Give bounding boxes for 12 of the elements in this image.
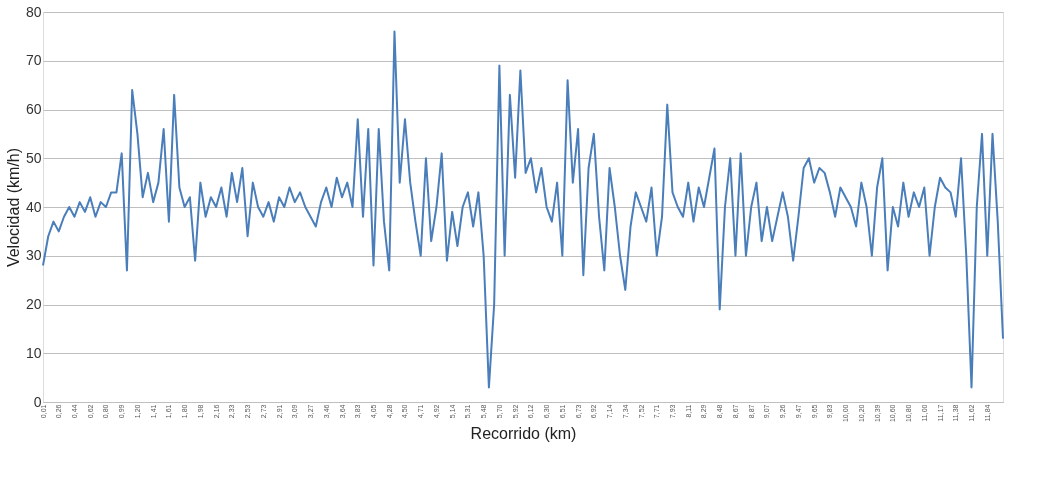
y-tick-label: 30: [25, 247, 42, 264]
line-series: [42, 30, 1004, 389]
y-axis-title: Velocidad (km/h): [4, 147, 22, 268]
y-tick-label: 40: [25, 198, 42, 215]
y-tick-label: 50: [25, 149, 42, 166]
y-tick-label: 20: [25, 296, 42, 312]
y-tick-label: 10: [25, 344, 42, 361]
y-tick-label: 80: [25, 3, 42, 20]
y-tick-label: 0: [33, 393, 42, 410]
y-tick-label: 60: [25, 101, 42, 117]
x-axis-title: Recorrido (km): [470, 425, 577, 443]
y-tick-label: 70: [25, 52, 42, 69]
